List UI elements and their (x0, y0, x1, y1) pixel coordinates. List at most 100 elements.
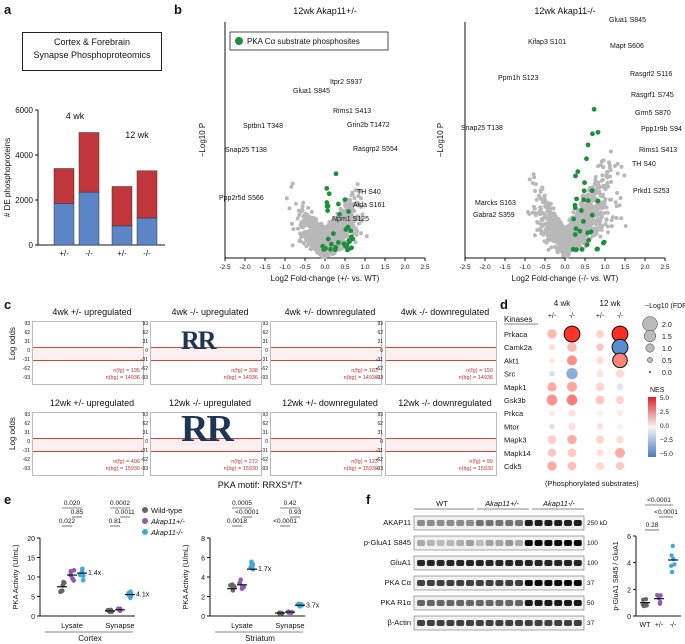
legend-dot (142, 529, 148, 535)
dot (595, 461, 605, 471)
dot (547, 448, 557, 457)
right-gene-label: Marcks S163 (475, 200, 516, 207)
pka-substrate-point (336, 240, 341, 245)
scatter-point (340, 235, 345, 240)
scatter-point (618, 195, 623, 200)
p-value: <0.0001 (235, 509, 259, 516)
scatter-point (290, 181, 295, 186)
scatter-point (544, 216, 549, 221)
blot-band (554, 620, 563, 626)
logo-ytick: -31 (260, 448, 268, 454)
col-group-12wk: 12 wk (600, 299, 622, 308)
pka-substrate-point (572, 232, 578, 237)
scatter-point (608, 197, 613, 202)
count-fg: n(fg) = 150 (466, 368, 493, 374)
bar-blue (53, 203, 75, 246)
box-line2: Synapse Phosphoproteomics (33, 50, 151, 60)
group-label-4wk: 4 wk (66, 111, 85, 121)
y-axis-label-right: −Log10 P (436, 123, 445, 157)
scatter-point (320, 224, 325, 229)
scatter-point (301, 230, 306, 235)
p-value: 0.0018 (227, 518, 247, 525)
p-value: <0.0001 (647, 497, 671, 504)
logo-counts: n(fg) = 195 n(bg) = 14936 (106, 368, 140, 382)
scatter-point (542, 193, 547, 198)
group-label: Synapse (275, 621, 304, 630)
blot-band (436, 580, 445, 586)
y-tick-label: 8 (201, 536, 205, 543)
dot (616, 383, 624, 391)
y-tick-label: 4 (627, 561, 631, 568)
scatter-point (530, 210, 535, 215)
dot (547, 435, 557, 444)
logo-ytick: -62 (22, 457, 30, 463)
left-gene-label: Npm1 S125 (332, 216, 369, 223)
scatter-point (335, 216, 340, 221)
x-tick-label: -0.5 (299, 264, 311, 271)
scatter-point (549, 245, 554, 250)
data-point (288, 610, 294, 616)
right-gene-label: TH S40 (632, 161, 656, 168)
logo-ytick: 62 (24, 330, 30, 336)
x-tick-label: -2.0 (479, 264, 491, 271)
scatter-point (538, 226, 543, 231)
panel-label-e: e (4, 492, 12, 507)
scatter-point (306, 233, 311, 238)
scatter-point (301, 200, 306, 205)
dot (567, 434, 577, 445)
right-gene-label: Rims1 S413 (639, 147, 677, 154)
left-gene-label: Rims1 S413 (333, 108, 371, 115)
scatter-point (566, 234, 571, 239)
logo-panel: n(fg) = 308 n(bg) = 14936 RR (150, 321, 262, 385)
logo-ytick: -62 (140, 366, 148, 372)
blot-band (544, 560, 553, 566)
scatter-point (602, 211, 607, 216)
y-tick-label: 0 (627, 614, 631, 621)
scatter-point (311, 240, 316, 245)
blot-band (417, 600, 425, 606)
dot (549, 423, 555, 430)
pka-substrate-point (590, 131, 595, 137)
scatter-point (321, 251, 326, 256)
background-band (33, 347, 143, 361)
blot-row-label: AKAP11 (383, 518, 411, 527)
scatter-point (577, 232, 582, 237)
legend-label: Wild-type (151, 506, 182, 515)
region-label: Cortex (78, 634, 102, 643)
blot-band (544, 540, 553, 546)
scatter-point (571, 222, 576, 227)
scatter-point (532, 233, 537, 238)
logo-ytick: 31 (262, 430, 268, 436)
count-fg: n(fg) = 183 (351, 368, 378, 374)
blot-band (573, 540, 582, 546)
blot-band (426, 520, 435, 526)
scatter-point (553, 230, 558, 235)
logo-ytick: 31 (377, 339, 383, 345)
scatter-point (546, 247, 551, 252)
scatter-point (605, 175, 610, 180)
logo-title: 12wk +/- upregulated (49, 398, 135, 408)
scatter-point (593, 178, 598, 183)
scatter-point (291, 227, 296, 232)
mw-label: 100 (587, 540, 598, 547)
scatter-point (614, 215, 619, 220)
count-fg: n(fg) = 272 (231, 459, 258, 465)
scatter-point (608, 149, 613, 154)
scatter-point (609, 224, 614, 229)
scatter-point (352, 196, 357, 201)
logo-ytick: 62 (142, 421, 148, 427)
logo-ytick: -62 (375, 366, 383, 372)
pka-substrate-point (581, 197, 587, 203)
bar-blue (111, 225, 133, 246)
blot-band (466, 560, 474, 566)
blot-band (466, 580, 474, 586)
size-legend-dot (645, 343, 655, 353)
blot-band (426, 540, 435, 546)
pka-substrate-point (324, 185, 330, 191)
background-band (151, 347, 261, 361)
data-point (640, 602, 646, 608)
scatter-point (609, 179, 614, 184)
blot-band (564, 580, 572, 586)
x-tick-label: 1.0 (360, 264, 369, 271)
scatter-point (531, 204, 536, 209)
